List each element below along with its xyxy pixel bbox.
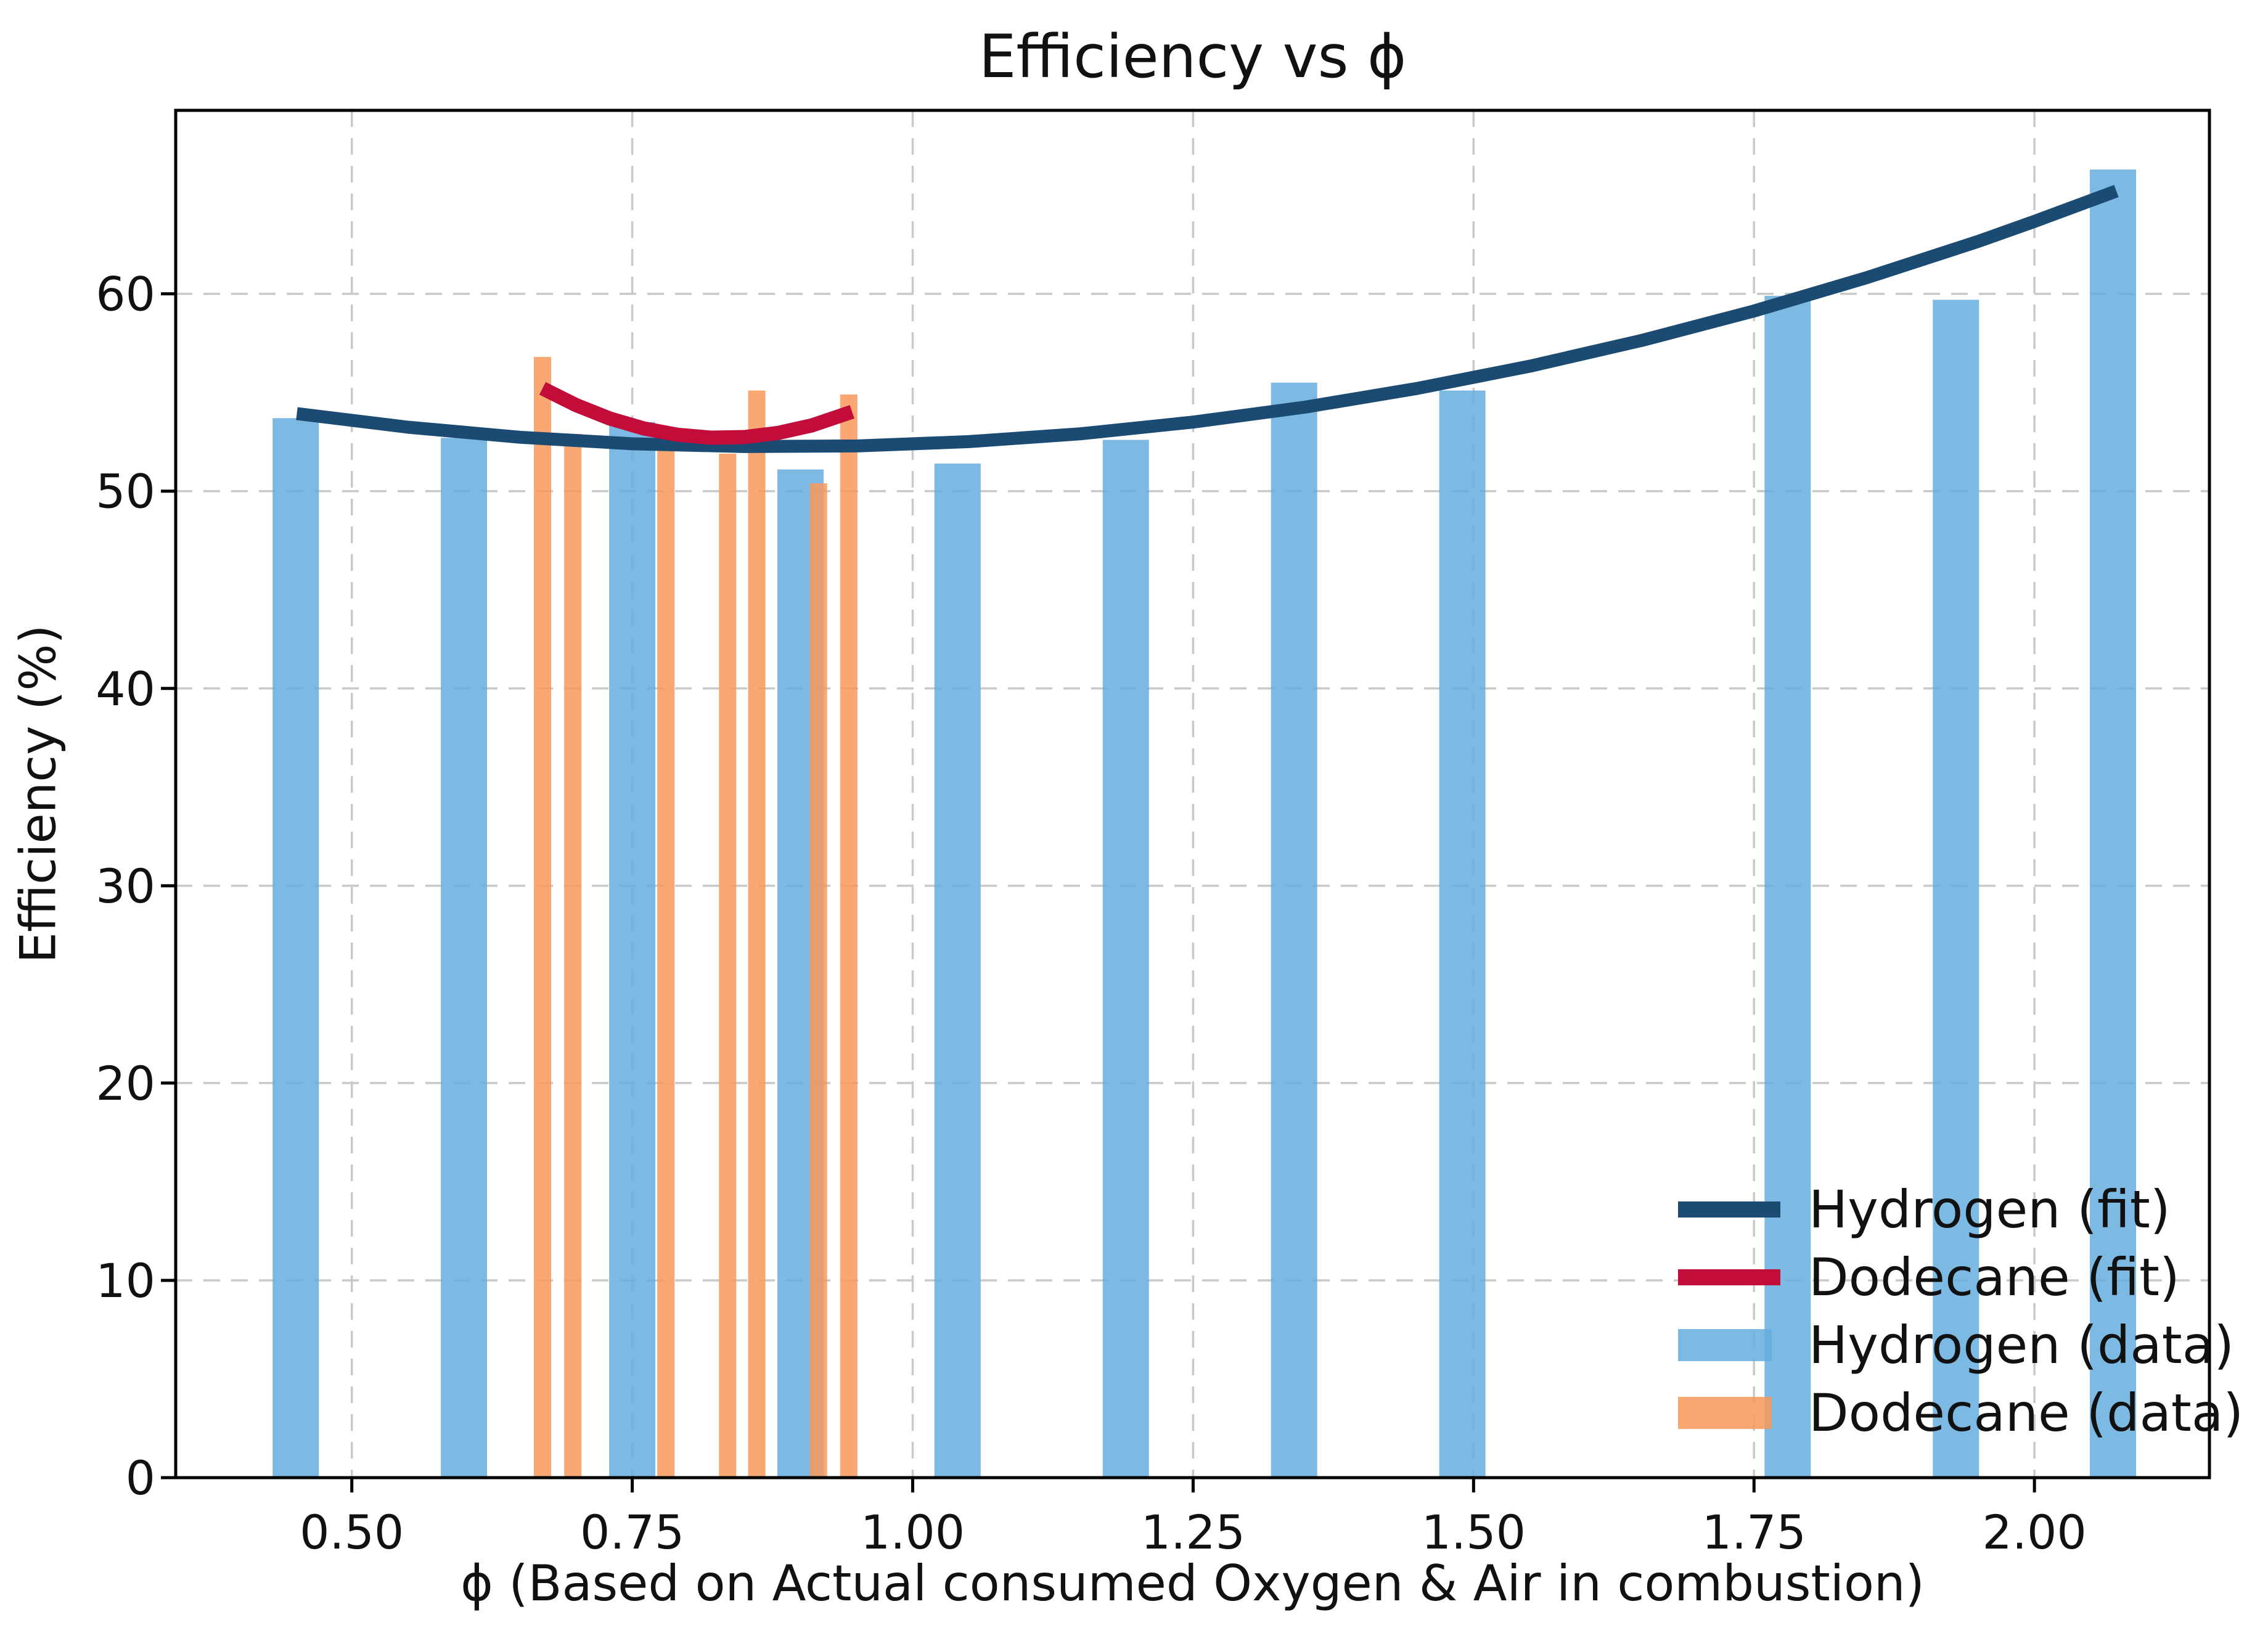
- bar-dodecane: [840, 394, 858, 1478]
- legend: Hydrogen (fit) Dodecane (fit) Hydrogen (…: [1678, 1176, 2243, 1447]
- legend-label: Hydrogen (fit): [1809, 1179, 2171, 1240]
- hydrogen-data-patch-swatch: [1678, 1329, 1772, 1361]
- x-tick-label: 2.00: [1983, 1505, 2087, 1560]
- bar-hydrogen: [2090, 170, 2136, 1478]
- legend-item-dodecane-fit: Dodecane (fit): [1678, 1243, 2243, 1311]
- y-tick-label: 50: [96, 464, 155, 519]
- legend-swatch-box: [1678, 1201, 1784, 1218]
- bar-hydrogen: [1102, 440, 1149, 1478]
- dodecane-fit-line-swatch: [1678, 1269, 1780, 1285]
- dodecane-data-patch-swatch: [1678, 1397, 1772, 1429]
- y-tick-label: 40: [96, 661, 155, 716]
- y-tick-label: 10: [96, 1253, 155, 1308]
- y-tick-label: 0: [126, 1451, 155, 1505]
- y-axis-label: Efficiency (%): [9, 624, 67, 964]
- legend-swatch-box: [1678, 1269, 1784, 1285]
- bar-hydrogen: [1439, 390, 1486, 1478]
- hydrogen-fit-curve: [296, 185, 2119, 453]
- bar-dodecane: [534, 357, 552, 1478]
- bar-dodecane: [564, 433, 582, 1478]
- legend-item-hydrogen-data: Hydrogen (data): [1678, 1311, 2243, 1379]
- x-tick-label: 1.25: [1141, 1505, 1245, 1560]
- chart-title: Efficiency vs ϕ: [978, 22, 1407, 91]
- bar-dodecane: [719, 453, 737, 1478]
- bar-dodecane: [748, 390, 766, 1478]
- x-tick-label: 0.75: [580, 1505, 684, 1560]
- bar-hydrogen: [609, 422, 656, 1478]
- legend-label: Dodecane (fit): [1809, 1247, 2180, 1308]
- y-tick-label: 20: [96, 1056, 155, 1111]
- x-tick-label: 0.50: [300, 1505, 404, 1560]
- hydrogen-fit-line-swatch: [1678, 1201, 1780, 1218]
- bar-hydrogen: [272, 418, 319, 1478]
- y-tick-label: 30: [96, 859, 155, 914]
- legend-label: Dodecane (data): [1809, 1383, 2244, 1443]
- legend-label: Hydrogen (data): [1809, 1315, 2234, 1375]
- x-tick-label: 1.75: [1702, 1505, 1806, 1560]
- bar-hydrogen: [441, 438, 488, 1478]
- y-tick-label: 60: [96, 267, 155, 322]
- legend-swatch-box: [1678, 1397, 1784, 1429]
- bar-hydrogen: [934, 463, 981, 1478]
- x-tick-label: 1.50: [1422, 1505, 1526, 1560]
- bar-dodecane: [809, 483, 827, 1478]
- x-tick-label: 1.00: [861, 1505, 965, 1560]
- bar-hydrogen: [1271, 382, 1317, 1478]
- legend-item-dodecane-data: Dodecane (data): [1678, 1379, 2243, 1447]
- legend-item-hydrogen-fit: Hydrogen (fit): [1678, 1176, 2243, 1243]
- x-axis-label: ϕ (Based on Actual consumed Oxygen & Air…: [461, 1555, 1925, 1612]
- bar-hydrogen: [1933, 300, 1979, 1478]
- legend-swatch-box: [1678, 1329, 1784, 1361]
- dodecane-fit-curve: [539, 382, 854, 445]
- bar-dodecane: [657, 438, 675, 1478]
